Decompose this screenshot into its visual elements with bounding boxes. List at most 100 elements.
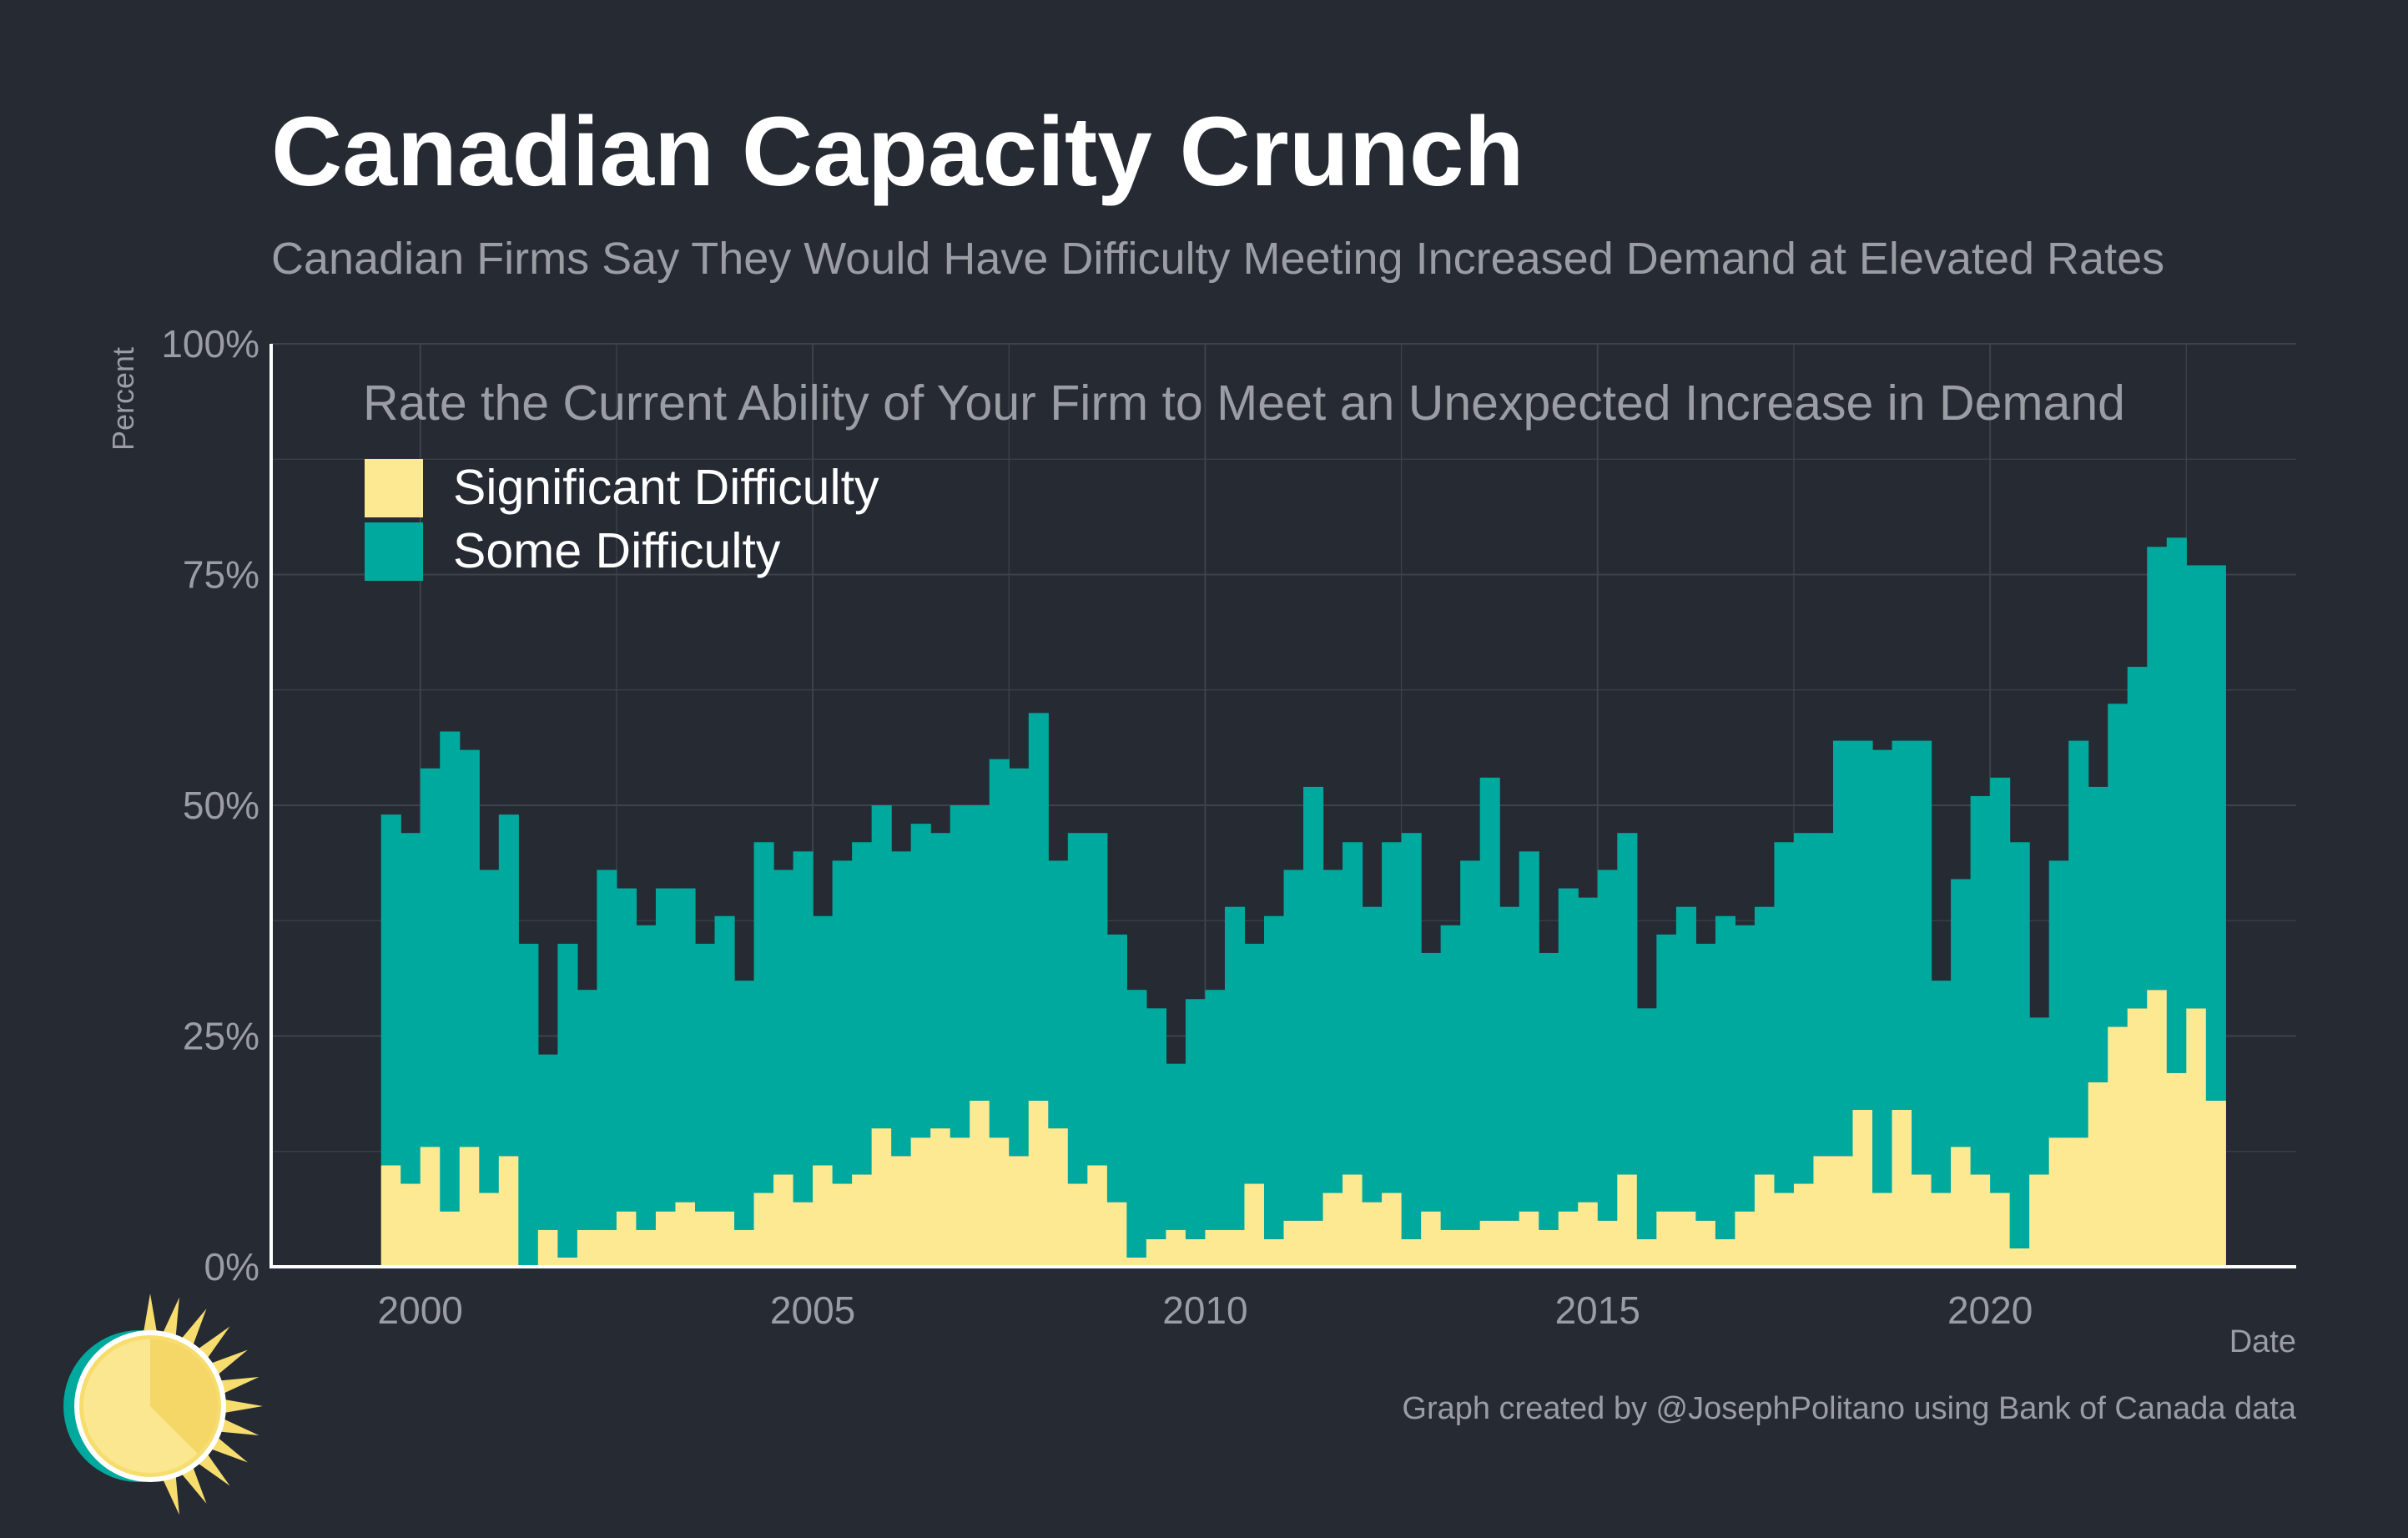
bar-some-difficulty bbox=[2205, 565, 2226, 1101]
bar-some-difficulty bbox=[675, 888, 696, 1203]
bar-some-difficulty bbox=[1028, 713, 1049, 1101]
bar-some-difficulty bbox=[1322, 870, 1343, 1193]
bar-significant-difficulty bbox=[1440, 1229, 1461, 1267]
bar-some-difficulty bbox=[2166, 537, 2187, 1073]
bar-significant-difficulty bbox=[459, 1147, 480, 1267]
bar-some-difficulty bbox=[1303, 786, 1324, 1221]
bar-some-difficulty bbox=[479, 870, 500, 1193]
bar-some-difficulty bbox=[1166, 1063, 1186, 1230]
bar-some-difficulty bbox=[1244, 943, 1265, 1184]
bar-some-difficulty bbox=[1852, 740, 1873, 1110]
x-tick-label: 2015 bbox=[1555, 1288, 1640, 1332]
bar-some-difficulty bbox=[537, 1054, 558, 1230]
bar-significant-difficulty bbox=[675, 1202, 696, 1267]
bar-significant-difficulty bbox=[1912, 1174, 1932, 1267]
bar-some-difficulty bbox=[970, 805, 990, 1101]
legend-label-significant: Significant Difficulty bbox=[453, 460, 879, 515]
bar-significant-difficulty bbox=[1793, 1183, 1815, 1267]
bar-some-difficulty bbox=[1912, 740, 1932, 1175]
bar-significant-difficulty bbox=[1028, 1100, 1049, 1267]
bar-significant-difficulty bbox=[852, 1174, 873, 1267]
bar-significant-difficulty bbox=[950, 1137, 970, 1267]
bar-some-difficulty bbox=[597, 870, 617, 1230]
bar-significant-difficulty bbox=[655, 1211, 677, 1267]
bar-significant-difficulty bbox=[1852, 1109, 1873, 1267]
bar-some-difficulty bbox=[1793, 833, 1815, 1184]
bar-some-difficulty bbox=[557, 943, 578, 1258]
bar-significant-difficulty bbox=[557, 1257, 578, 1267]
legend-swatch-some bbox=[365, 522, 423, 581]
bar-some-difficulty bbox=[694, 943, 716, 1212]
legend: Rate the Current Ability of Your Firm to… bbox=[363, 376, 2125, 581]
bar-significant-difficulty bbox=[1479, 1220, 1500, 1267]
bar-some-difficulty bbox=[1382, 842, 1403, 1193]
bar-significant-difficulty bbox=[2009, 1248, 2030, 1267]
bar-significant-difficulty bbox=[2068, 1137, 2089, 1267]
bar-significant-difficulty bbox=[400, 1183, 421, 1267]
bar-significant-difficulty bbox=[1343, 1174, 1363, 1267]
bar-significant-difficulty bbox=[498, 1156, 519, 1267]
bar-significant-difficulty bbox=[636, 1229, 657, 1267]
bar-some-difficulty bbox=[950, 805, 970, 1138]
bar-significant-difficulty bbox=[1558, 1211, 1579, 1267]
bar-some-difficulty bbox=[498, 814, 519, 1157]
bar-some-difficulty bbox=[1715, 915, 1736, 1239]
bar-significant-difficulty bbox=[714, 1211, 735, 1267]
bar-some-difficulty bbox=[1185, 999, 1207, 1239]
bar-significant-difficulty bbox=[1146, 1238, 1166, 1267]
bar-significant-difficulty bbox=[420, 1147, 441, 1267]
bar-significant-difficulty bbox=[440, 1211, 461, 1267]
bar-some-difficulty bbox=[2108, 703, 2128, 1027]
bar-significant-difficulty bbox=[1322, 1193, 1343, 1267]
bar-some-difficulty bbox=[1205, 990, 1226, 1230]
bar-some-difficulty bbox=[793, 851, 814, 1203]
bar-some-difficulty bbox=[1009, 768, 1030, 1157]
bar-some-difficulty bbox=[2048, 860, 2069, 1138]
bar-significant-difficulty bbox=[1401, 1238, 1422, 1267]
bar-significant-difficulty bbox=[616, 1211, 637, 1267]
bar-significant-difficulty bbox=[1675, 1211, 1696, 1267]
bar-significant-difficulty bbox=[1715, 1238, 1736, 1267]
bar-some-difficulty bbox=[2127, 667, 2148, 1009]
bar-significant-difficulty bbox=[1636, 1238, 1657, 1267]
x-axis-title: Date bbox=[2229, 1324, 2296, 1359]
bar-some-difficulty bbox=[1636, 1008, 1657, 1239]
bar-significant-difficulty bbox=[1263, 1238, 1285, 1267]
bar-significant-difficulty bbox=[1067, 1183, 1088, 1267]
bar-some-difficulty bbox=[2068, 740, 2089, 1138]
bar-significant-difficulty bbox=[1872, 1193, 1893, 1267]
bar-significant-difficulty bbox=[753, 1193, 774, 1267]
bar-significant-difficulty bbox=[910, 1137, 931, 1267]
bar-some-difficulty bbox=[1087, 833, 1108, 1166]
bar-significant-difficulty bbox=[1578, 1202, 1599, 1267]
bar-some-difficulty bbox=[813, 915, 834, 1166]
bar-significant-difficulty bbox=[1224, 1229, 1246, 1267]
x-tick-label: 2005 bbox=[770, 1288, 855, 1332]
bar-significant-difficulty bbox=[1617, 1174, 1638, 1267]
bar-significant-difficulty bbox=[2048, 1137, 2069, 1267]
x-tick-label: 2010 bbox=[1162, 1288, 1247, 1332]
y-tick-label: 25% bbox=[183, 1015, 259, 1058]
bar-some-difficulty bbox=[2147, 547, 2168, 991]
y-axis-title: Percent bbox=[106, 347, 140, 451]
bar-significant-difficulty bbox=[1009, 1156, 1030, 1267]
bar-some-difficulty bbox=[1067, 833, 1088, 1184]
bar-significant-difficulty bbox=[597, 1229, 617, 1267]
bar-some-difficulty bbox=[852, 842, 873, 1175]
x-tick-label: 2000 bbox=[378, 1288, 463, 1332]
sun-ray bbox=[142, 1293, 159, 1340]
legend-title: Rate the Current Ability of Your Firm to… bbox=[363, 376, 2125, 431]
bar-significant-difficulty bbox=[380, 1165, 401, 1267]
bar-some-difficulty bbox=[400, 833, 421, 1184]
bar-some-difficulty bbox=[1951, 879, 1972, 1147]
bar-some-difficulty bbox=[577, 990, 597, 1230]
bar-significant-difficulty bbox=[1166, 1229, 1186, 1267]
bars bbox=[380, 537, 2226, 1267]
bar-some-difficulty bbox=[1990, 777, 2011, 1193]
bar-significant-difficulty bbox=[930, 1128, 951, 1267]
x-tick-label: 2020 bbox=[1947, 1288, 2033, 1332]
bar-some-difficulty bbox=[1479, 777, 1500, 1221]
bar-some-difficulty bbox=[1774, 842, 1795, 1193]
bar-significant-difficulty bbox=[537, 1229, 558, 1267]
